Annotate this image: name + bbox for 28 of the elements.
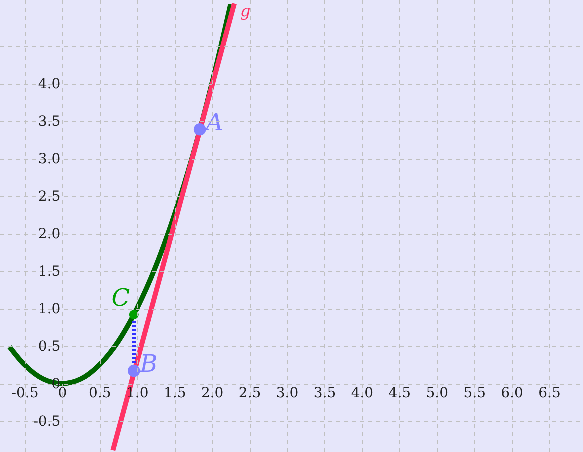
y-tick-label: 3.0: [38, 151, 61, 168]
y-tick-label: -0.5: [34, 414, 61, 430]
series-label: C: [112, 284, 130, 312]
y-tick-label: 1.0: [38, 301, 61, 318]
y-tick-label: 1.5: [38, 264, 61, 280]
x-tick-label: 6.0: [501, 385, 524, 402]
series-label: g: [240, 2, 251, 21]
y-tick-label: 2.0: [38, 226, 61, 242]
point: [194, 124, 206, 136]
x-tick-label: -0.5: [12, 385, 39, 402]
x-tick-label: 5.0: [426, 385, 449, 402]
x-tick-label: 4.0: [351, 385, 374, 402]
point: [129, 310, 139, 320]
x-tick-label: 6.5: [538, 385, 561, 402]
x-tick-label: 2.0: [201, 385, 224, 402]
x-tick-label: 2.5: [238, 385, 262, 402]
y-tick-label: 2.5: [38, 188, 61, 205]
point: [128, 364, 140, 378]
x-tick-label: 4.5: [388, 385, 412, 402]
x-tick-label: 3.0: [276, 385, 299, 402]
x-tick-label: 0.5: [89, 385, 112, 402]
y-tick-label: 3.5: [38, 114, 61, 130]
x-tick-label: 3.5: [314, 385, 336, 402]
x-tick-label: 1.5: [164, 385, 186, 402]
y-tick-label: 0.5: [38, 338, 61, 355]
x-tick-label: 5.5: [464, 385, 486, 402]
series-label: B: [139, 350, 158, 378]
y-tick-label: 4.0: [38, 76, 61, 92]
